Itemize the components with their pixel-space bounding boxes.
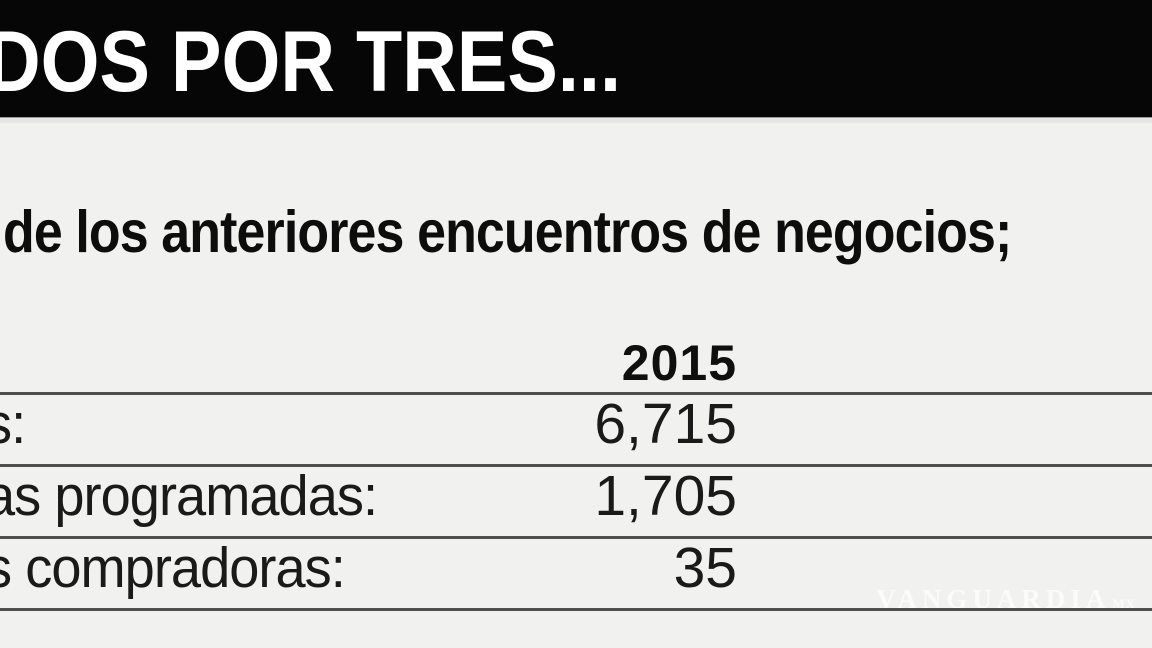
table-header-row: 2015 (0, 335, 1152, 395)
row-label: s compradoras: (0, 536, 346, 600)
table-row: as programadas: 1,705 (0, 464, 1152, 539)
data-table: 2015 s: 6,715 as programadas: 1,705 s co… (0, 335, 1152, 611)
header-separator (0, 117, 1152, 123)
year-column-header: 2015 (621, 335, 737, 391)
row-label: as programadas: (0, 464, 378, 528)
page-title: DOS POR TRES... (0, 14, 621, 110)
row-label: s: (0, 392, 26, 456)
row-value: 1,705 (594, 464, 737, 528)
row-value: 35 (673, 536, 737, 600)
row-value: 6,715 (594, 392, 737, 456)
header-band: DOS POR TRES... (0, 0, 1152, 117)
table-row: s: 6,715 (0, 392, 1152, 467)
watermark-suffix: MX (1112, 596, 1136, 611)
table-row: s compradoras: 35 (0, 536, 1152, 611)
subtitle: de los anteriores encuentros de negocios… (3, 199, 1012, 265)
